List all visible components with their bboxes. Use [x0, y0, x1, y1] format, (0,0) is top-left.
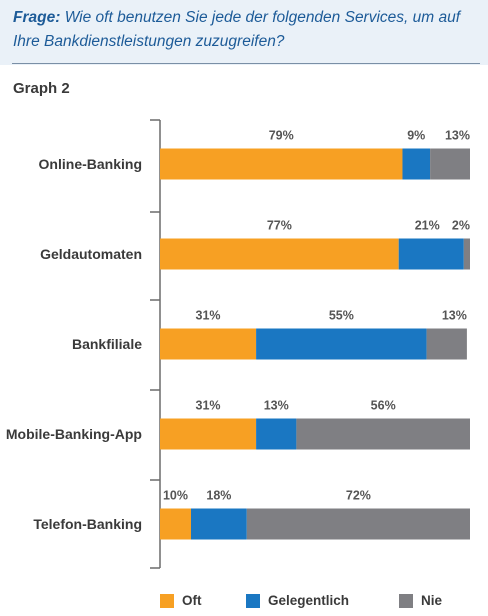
bar-telefon-banking-gelegentlich — [191, 508, 247, 540]
value-label-bankfiliale-oft: 31% — [196, 309, 221, 323]
graph-title: Graph 2 — [13, 80, 70, 97]
value-label-bankfiliale-nie: 13% — [442, 309, 467, 323]
bar-online-banking-gelegentlich — [402, 148, 431, 180]
value-label-bankfiliale-gelegentlich: 55% — [329, 309, 354, 323]
legend-swatch-gelegentlich — [246, 594, 260, 608]
category-label-mobile-banking-app: Mobile-Banking-App — [6, 426, 142, 442]
category-label-geldautomaten: Geldautomaten — [40, 246, 142, 262]
value-label-geldautomaten-oft: 77% — [267, 219, 292, 233]
category-label-online-banking: Online-Banking — [39, 156, 142, 172]
bar-online-banking-oft — [160, 148, 403, 180]
bar-bankfiliale-oft — [160, 328, 257, 360]
bar-telefon-banking-nie — [246, 508, 470, 540]
bar-online-banking-nie — [430, 148, 470, 180]
value-label-mobile-banking-app-nie: 56% — [371, 399, 396, 413]
legend-swatch-oft — [160, 594, 174, 608]
value-label-telefon-banking-nie: 72% — [346, 489, 371, 503]
category-label-telefon-banking: Telefon-Banking — [33, 516, 142, 532]
value-label-online-banking-nie: 13% — [445, 129, 470, 143]
value-label-geldautomaten-nie: 2% — [452, 219, 470, 233]
category-label-bankfiliale: Bankfiliale — [72, 336, 142, 352]
bar-mobile-banking-app-oft — [160, 418, 257, 450]
bar-geldautomaten-gelegentlich — [398, 238, 464, 270]
question-label: Frage: — [13, 9, 61, 26]
legend-label-gelegentlich: Gelegentlich — [268, 593, 350, 608]
question-header — [0, 0, 488, 65]
bar-bankfiliale-nie — [426, 328, 467, 360]
value-label-online-banking-gelegentlich: 9% — [407, 129, 425, 143]
legend-label-nie: Nie — [421, 593, 443, 608]
legend-label-oft: Oft — [182, 593, 202, 608]
value-label-geldautomaten-gelegentlich: 21% — [415, 219, 440, 233]
value-label-online-banking-oft: 79% — [269, 129, 294, 143]
value-label-telefon-banking-oft: 10% — [163, 489, 188, 503]
value-label-mobile-banking-app-oft: 31% — [196, 399, 221, 413]
chart-legend: Oft Gelegentlich Nie — [0, 588, 488, 616]
stacked-bar-chart: Online-Banking 79% 9% 13% Geldautomaten 77% 21… — [6, 119, 470, 569]
bar-mobile-banking-app-nie — [296, 418, 470, 450]
bar-bankfiliale-gelegentlich — [256, 328, 427, 360]
bar-mobile-banking-app-gelegentlich — [256, 418, 297, 450]
header-divider — [12, 63, 480, 64]
legend-swatch-nie — [399, 594, 413, 608]
bar-geldautomaten-oft — [160, 238, 399, 270]
question-text: Wie oft benutzen Sie jede der folgenden … — [13, 9, 461, 50]
bar-telefon-banking-oft — [160, 508, 191, 540]
question-text-block: Frage: Wie oft benutzen Sie jede der fol… — [13, 6, 478, 54]
value-label-telefon-banking-gelegentlich: 18% — [206, 489, 231, 503]
value-label-mobile-banking-app-gelegentlich: 13% — [264, 399, 289, 413]
bar-geldautomaten-nie — [463, 238, 470, 270]
